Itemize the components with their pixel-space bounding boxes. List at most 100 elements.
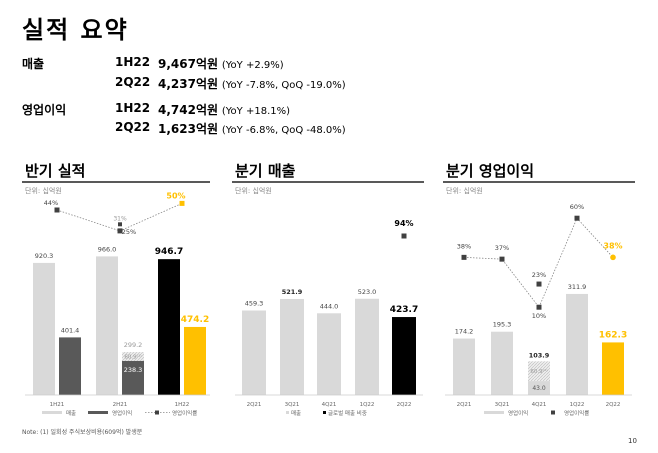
bar-label-operating-profit: 195.3 [493,321,512,329]
summary-label-revenue: 매출 [22,57,45,71]
adjusted-margin-marker [536,281,542,287]
bar-label-operating-profit: 474.2 [181,315,209,325]
page-number: 10 [628,437,637,445]
margin-marker [179,200,185,206]
summary-value: 9,467억원 (YoY +2.9%) [158,55,284,72]
margin-label: 25% [122,228,136,236]
global-share-marker [401,233,407,239]
legend-swatch-revenue [42,411,62,414]
legend-label-op: 영업이익 [508,409,528,417]
x-tick-label: 3Q21 [495,402,510,408]
bar-one-off-cost [528,361,550,382]
global-share-label: 94% [394,219,413,228]
bar-label-revenue: 444.0 [320,302,339,310]
divider [22,181,210,183]
summary-value: 4,237억원 (YoY -7.8%, QoQ -19.0%) [158,75,346,92]
summary-period: 1H22 [115,55,151,69]
margin-marker [536,304,542,310]
page-title: 실적 요약 [22,16,129,44]
legend-swatch-op [88,411,108,414]
bar-operating-profit [566,293,588,395]
bar-label-operating-profit: 43.0 [532,385,546,392]
value: 4,237억원 [158,77,219,91]
x-tick-label: 2Q21 [247,402,262,408]
one-off-label: 60.9⁽¹⁾ [124,353,142,360]
detail: (YoY +2.9%) [221,60,284,71]
x-tick-label: 4Q21 [322,402,337,408]
margin-marker [574,215,580,221]
bar-label-operating-profit: 162.3 [599,330,627,340]
legend-label-global-share: 글로벌 매출 비중 [328,409,367,417]
margin-line [463,217,614,308]
margin-label: 10% [532,312,546,320]
bar-revenue [242,310,266,395]
bar-label-revenue: 423.7 [390,305,418,315]
bar-operating-profit [184,326,206,395]
bar-operating-profit [59,337,81,395]
x-tick-label: 1H21 [50,402,65,408]
summary-period: 1H22 [115,101,151,115]
legend-swatch-revenue [286,411,289,414]
adjusted-total-label: 103.9 [529,351,550,359]
margin-label: 60% [570,203,584,211]
detail: (YoY +18.1%) [221,106,291,117]
legend-label-revenue: 매출 [66,409,76,417]
x-tick-label: 2Q21 [457,402,472,408]
summary-label-op: 영업이익 [22,103,67,117]
legend-marker-margin [155,410,159,415]
margin-marker [117,228,123,234]
x-tick-label: 1Q22 [360,402,375,408]
unit-label: 단위: 십억원 [25,187,62,195]
chart-title-half: 반기 실적 [25,162,86,180]
bar-label-operating-profit: 311.9 [568,283,587,291]
summary-value: 1,623억원 (YoY -6.8%, QoQ -48.0%) [158,120,346,137]
bar-revenue [158,259,180,395]
value: 4,742억원 [158,103,219,117]
x-tick-label: 2H21 [113,402,128,408]
summary-value: 4,742억원 (YoY +18.1%) [158,101,290,118]
one-off-label: 60.9⁽¹⁾ [530,368,548,375]
x-tick-label: 1Q22 [570,402,585,408]
bar-label-operating-profit: 238.3 [124,366,143,374]
x-tick-label: 4Q21 [532,402,547,408]
bar-operating-profit [453,338,475,395]
chart-title-q-revenue: 분기 매출 [235,162,296,180]
unit-label: 단위: 십억원 [446,187,483,195]
bar-label-revenue: 946.7 [155,247,183,257]
margin-marker [610,254,616,261]
adjusted-total-label: 299.2 [124,341,143,349]
margin-marker [54,207,60,213]
bar-label-revenue: 966.0 [98,245,117,253]
summary-period: 2Q22 [115,120,151,134]
adjusted-margin-label: 31% [113,215,127,222]
divider [443,181,635,183]
margin-marker [499,256,505,262]
x-tick-label: 2Q22 [606,402,621,408]
chart-title-q-op: 분기 영업이익 [446,162,535,180]
legend-label-op: 영업이익 [112,409,132,417]
legend-swatch-global-share [323,411,326,414]
legend-marker-margin [551,410,555,415]
margin-marker [461,254,467,260]
bar-label-revenue: 920.3 [35,252,54,260]
bar-label-revenue: 523.0 [358,288,377,296]
adjusted-margin-marker [118,222,122,227]
bar-operating-profit [528,381,550,395]
margin-label: 50% [166,191,185,200]
adjusted-margin-label: 23% [532,271,546,279]
unit-label: 단위: 십억원 [235,187,272,195]
footnote: Note: (1) 일회성 주식보상비용(609억) 발생분 [22,429,143,436]
divider [232,181,424,183]
bar-revenue [96,256,118,395]
bar-revenue [33,262,55,395]
x-tick-label: 2Q22 [397,402,412,408]
bar-label-revenue: 521.9 [282,288,303,296]
bar-revenue [317,313,341,395]
margin-label: 37% [495,244,509,252]
bar-label-operating-profit: 174.2 [455,328,474,336]
x-tick-label: 3Q21 [285,402,300,408]
bar-revenue [280,298,304,395]
margin-label: 38% [457,242,471,250]
